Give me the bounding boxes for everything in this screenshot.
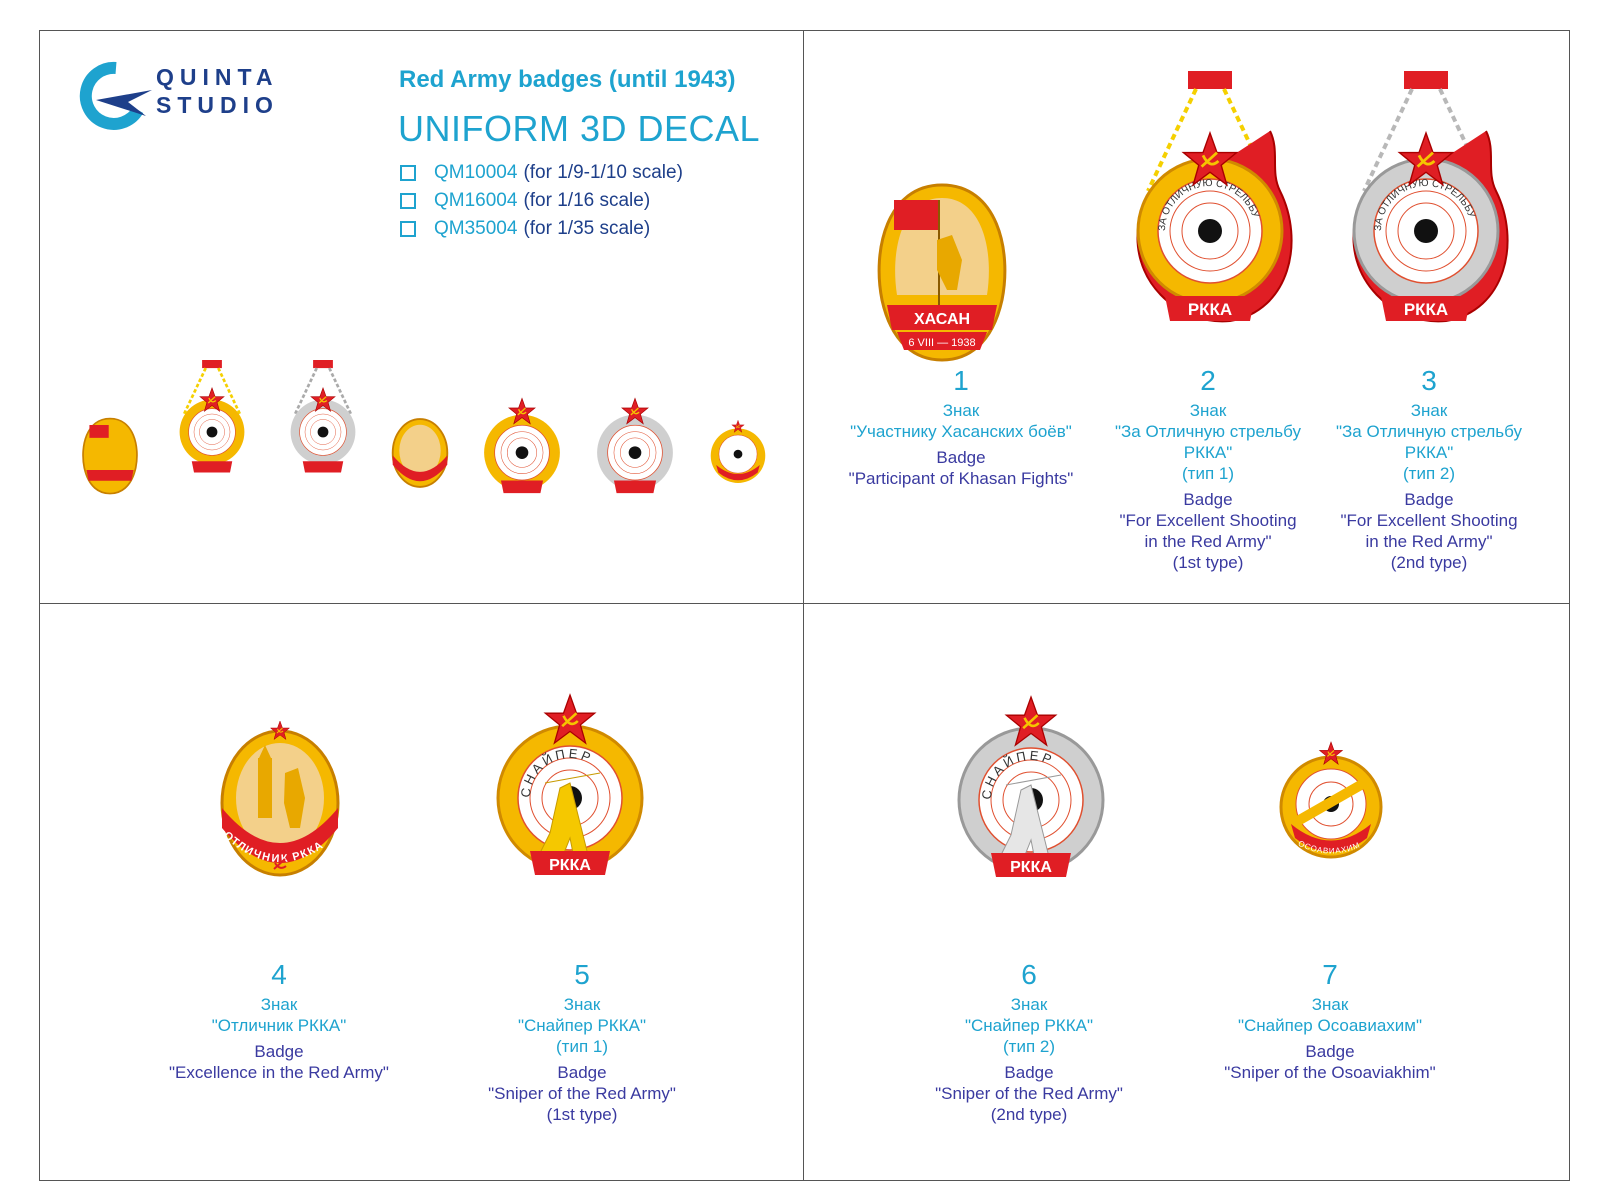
badge-ru-line: (тип 2) bbox=[1003, 1037, 1055, 1056]
badge-en-line: "For Excellent Shooting bbox=[1119, 511, 1297, 530]
badge-caption-2: 2 Знак "За Отличную стрельбу РККА" (тип … bbox=[1078, 364, 1338, 573]
badge-3-shooting-type2-icon: ЗА ОТЛИЧНУЮ СТРЕЛЬБУ РККА bbox=[1352, 71, 1509, 323]
badge-en-line: "Sniper of the Osoaviakhim" bbox=[1224, 1063, 1436, 1082]
badge-ru-line: Знак bbox=[942, 401, 980, 420]
option-row[interactable]: QM10004 (for 1/9-1/10 scale) bbox=[400, 161, 683, 185]
small-badge-1-icon bbox=[82, 417, 138, 495]
badge-caption-3: 3 Знак "За Отличную стрельбу РККА" (тип … bbox=[1299, 364, 1559, 573]
product-title: Red Army badges (until 1943) bbox=[399, 66, 736, 93]
badge-en-line: Badge bbox=[254, 1042, 304, 1061]
product-scale: (for 1/35 scale) bbox=[523, 218, 651, 239]
small-badge-6-icon bbox=[597, 397, 673, 494]
badge-ru-line: Знак bbox=[563, 995, 601, 1014]
badge-4-excellence-icon: ОТЛИЧНИК РККА bbox=[220, 720, 340, 877]
badge-number: 2 bbox=[1200, 365, 1216, 396]
svg-text:РККА: РККА bbox=[549, 857, 591, 874]
brand-line-2: STUDIO bbox=[156, 92, 279, 118]
badge-caption-6: 6 Знак "Снайпер РККА" (тип 2) Badge "Sni… bbox=[899, 958, 1159, 1125]
option-row[interactable]: QM16004 (for 1/16 scale) bbox=[400, 189, 650, 213]
product-code: QM35004 bbox=[434, 218, 518, 239]
product-code: QM16004 bbox=[434, 190, 518, 211]
quinta-studio-logo: QUINTA STUDIO bbox=[76, 60, 306, 130]
svg-text:РККА: РККА bbox=[1188, 300, 1232, 319]
badge-2-shooting-type1-icon: ЗА ОТЛИЧНУЮ СТРЕЛЬБУ РККА bbox=[1136, 71, 1293, 323]
svg-text:6 VIII — 1938: 6 VIII — 1938 bbox=[908, 337, 975, 349]
small-badge-4-icon bbox=[391, 418, 449, 488]
badge-en-line: (1st type) bbox=[546, 1105, 618, 1124]
badge-en-line: Badge bbox=[936, 448, 986, 467]
badge-ru-line: "Снайпер РККА" bbox=[964, 1016, 1093, 1035]
badge-en-line: Badge bbox=[557, 1063, 607, 1082]
small-badge-2-icon bbox=[179, 360, 245, 473]
checkbox[interactable] bbox=[400, 193, 416, 209]
badge-en-line: Badge bbox=[1305, 1042, 1355, 1061]
badge-5-sniper-type1-icon: СНАЙПЕР РККА bbox=[496, 693, 644, 875]
vertical-divider bbox=[803, 30, 804, 1181]
badge-7-osoaviakhim-icon: ОСОАВИАХИМ bbox=[1279, 741, 1383, 859]
badge-ru-line: (тип 2) bbox=[1403, 464, 1455, 483]
badge-en-line: Badge bbox=[1004, 1063, 1054, 1082]
badge-caption-7: 7 Знак "Снайпер Осоавиахим" Badge "Snipe… bbox=[1200, 958, 1460, 1083]
badge-ru-line: "Снайпер РККА" bbox=[517, 1016, 646, 1035]
badge-caption-1: 1 Знак "Участнику Хасанских боёв" Badge … bbox=[831, 364, 1091, 489]
badge-en-line: in the Red Army" bbox=[1365, 532, 1493, 551]
badge-ru-line: Знак bbox=[260, 995, 298, 1014]
badge-6-sniper-type2-icon: СНАЙПЕР РККА bbox=[957, 695, 1105, 877]
badge-1-khasan-icon: ХАСАН 6 VIII — 1938 bbox=[877, 183, 1007, 362]
badge-en-line: (2nd type) bbox=[1390, 553, 1468, 572]
badge-caption-5: 5 Знак "Снайпер РККА" (тип 1) Badge "Sni… bbox=[452, 958, 712, 1125]
product-code: QM10004 bbox=[434, 162, 518, 183]
badge-en-line: "Sniper of the Red Army" bbox=[488, 1084, 676, 1103]
badge-number: 3 bbox=[1421, 365, 1437, 396]
badge-ru-line: "Снайпер Осоавиахим" bbox=[1237, 1016, 1422, 1035]
brand-line-1: QUINTA bbox=[156, 64, 279, 90]
badge-ru-line: Знак bbox=[1311, 995, 1349, 1014]
sheet-frame bbox=[39, 30, 1570, 1181]
badge-ru-line: (тип 1) bbox=[556, 1037, 608, 1056]
small-badge-5-icon bbox=[484, 397, 560, 494]
badge-number: 1 bbox=[953, 365, 969, 396]
checkbox[interactable] bbox=[400, 165, 416, 181]
product-scale: (for 1/9-1/10 scale) bbox=[523, 162, 683, 183]
badge-en-line: Badge bbox=[1404, 490, 1454, 509]
option-row[interactable]: QM35004 (for 1/35 scale) bbox=[400, 217, 650, 241]
horizontal-divider bbox=[39, 603, 1570, 604]
badge-number: 5 bbox=[574, 959, 590, 990]
svg-text:ХАСАН: ХАСАН bbox=[914, 311, 970, 328]
small-badge-7-icon bbox=[710, 419, 766, 483]
badge-en-line: (1st type) bbox=[1172, 553, 1244, 572]
badge-en-line: Badge bbox=[1183, 490, 1233, 509]
badge-en-line: "Excellence in the Red Army" bbox=[169, 1063, 389, 1082]
badge-ru-line: "Отличник РККА" bbox=[211, 1016, 347, 1035]
svg-text:РККА: РККА bbox=[1010, 859, 1052, 876]
badge-en-line: "Participant of Khasan Fights" bbox=[848, 469, 1074, 488]
badge-ru-line: "За Отличную стрельбу bbox=[1335, 422, 1523, 441]
product-subtitle: UNIFORM 3D DECAL bbox=[398, 108, 761, 149]
logo-swirl-icon bbox=[79, 61, 152, 130]
badge-en-line: in the Red Army" bbox=[1144, 532, 1272, 551]
svg-text:РККА: РККА bbox=[1404, 300, 1448, 319]
badge-caption-4: 4 Знак "Отличник РККА" Badge "Excellence… bbox=[149, 958, 409, 1083]
small-badge-3-icon bbox=[290, 360, 356, 473]
badge-ru-line: Знак bbox=[1010, 995, 1048, 1014]
badge-ru-line: РККА" bbox=[1404, 443, 1454, 462]
badge-en-line: "Sniper of the Red Army" bbox=[935, 1084, 1123, 1103]
badge-ru-line: "Участнику Хасанских боёв" bbox=[850, 422, 1072, 441]
badge-number: 4 bbox=[271, 959, 287, 990]
badge-number: 6 bbox=[1021, 959, 1037, 990]
badge-ru-line: (тип 1) bbox=[1182, 464, 1234, 483]
badge-ru-line: Знак bbox=[1189, 401, 1227, 420]
product-scale: (for 1/16 scale) bbox=[523, 190, 651, 211]
badge-ru-line: РККА" bbox=[1183, 443, 1233, 462]
badge-en-line: "For Excellent Shooting bbox=[1340, 511, 1518, 530]
badge-number: 7 bbox=[1322, 959, 1338, 990]
badge-ru-line: Знак bbox=[1410, 401, 1448, 420]
checkbox[interactable] bbox=[400, 221, 416, 237]
badge-en-line: (2nd type) bbox=[990, 1105, 1068, 1124]
badge-ru-line: "За Отличную стрельбу bbox=[1114, 422, 1302, 441]
